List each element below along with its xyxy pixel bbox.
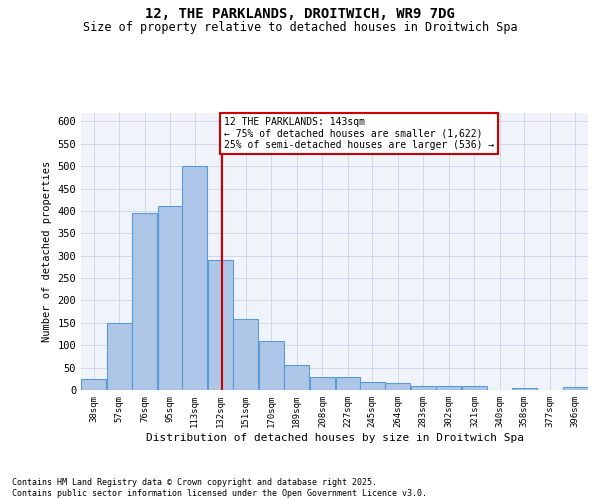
Text: 12 THE PARKLANDS: 143sqm
← 75% of detached houses are smaller (1,622)
25% of sem: 12 THE PARKLANDS: 143sqm ← 75% of detach…: [224, 117, 494, 150]
Text: 12, THE PARKLANDS, DROITWICH, WR9 7DG: 12, THE PARKLANDS, DROITWICH, WR9 7DG: [145, 8, 455, 22]
Bar: [411, 386, 436, 390]
Bar: [182, 166, 207, 390]
Bar: [436, 386, 461, 390]
Bar: [563, 387, 587, 390]
Bar: [462, 386, 487, 390]
Bar: [512, 388, 536, 390]
Bar: [133, 213, 157, 390]
Bar: [107, 323, 132, 390]
X-axis label: Distribution of detached houses by size in Droitwich Spa: Distribution of detached houses by size …: [146, 432, 523, 442]
Text: Contains HM Land Registry data © Crown copyright and database right 2025.
Contai: Contains HM Land Registry data © Crown c…: [12, 478, 427, 498]
Bar: [284, 366, 309, 390]
Bar: [335, 376, 361, 390]
Bar: [208, 260, 233, 390]
Bar: [158, 206, 183, 390]
Bar: [82, 379, 106, 390]
Bar: [259, 341, 284, 390]
Bar: [385, 384, 410, 390]
Bar: [310, 376, 335, 390]
Bar: [233, 320, 258, 390]
Bar: [360, 382, 385, 390]
Text: Size of property relative to detached houses in Droitwich Spa: Size of property relative to detached ho…: [83, 21, 517, 34]
Y-axis label: Number of detached properties: Number of detached properties: [42, 160, 52, 342]
